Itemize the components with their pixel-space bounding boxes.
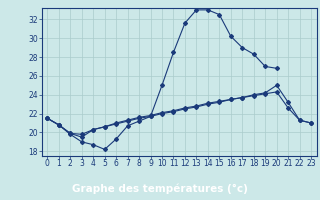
Text: Graphe des températures (°c): Graphe des températures (°c) bbox=[72, 183, 248, 194]
